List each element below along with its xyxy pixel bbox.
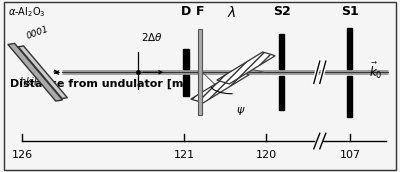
- Text: $\lambda$: $\lambda$: [227, 5, 237, 20]
- Text: 107: 107: [340, 150, 360, 160]
- Text: D: D: [181, 5, 191, 18]
- Text: $\alpha$-Al$_2$O$_3$: $\alpha$-Al$_2$O$_3$: [8, 5, 46, 19]
- Text: $\vec{k}_0$: $\vec{k}_0$: [369, 61, 383, 80]
- Polygon shape: [191, 71, 249, 103]
- Bar: [183, 75, 189, 96]
- Polygon shape: [8, 43, 62, 101]
- Bar: [347, 28, 352, 69]
- Bar: [183, 49, 189, 69]
- Bar: [279, 34, 284, 69]
- Polygon shape: [18, 46, 67, 99]
- Text: $hkil$: $hkil$: [19, 75, 38, 87]
- Bar: [198, 29, 202, 115]
- Text: 120: 120: [256, 150, 276, 160]
- Text: 126: 126: [12, 150, 32, 160]
- Bar: [347, 76, 352, 117]
- Bar: [279, 76, 284, 110]
- Text: $\psi$: $\psi$: [236, 105, 246, 117]
- Text: $2\Delta\theta$: $2\Delta\theta$: [141, 31, 163, 43]
- Text: S1: S1: [341, 5, 359, 18]
- Text: 121: 121: [174, 150, 194, 160]
- Text: S2: S2: [273, 5, 291, 18]
- Text: Distance from undulator [m]: Distance from undulator [m]: [10, 79, 188, 89]
- Polygon shape: [217, 52, 275, 84]
- Text: 0001: 0001: [25, 24, 50, 40]
- Text: F: F: [196, 5, 204, 18]
